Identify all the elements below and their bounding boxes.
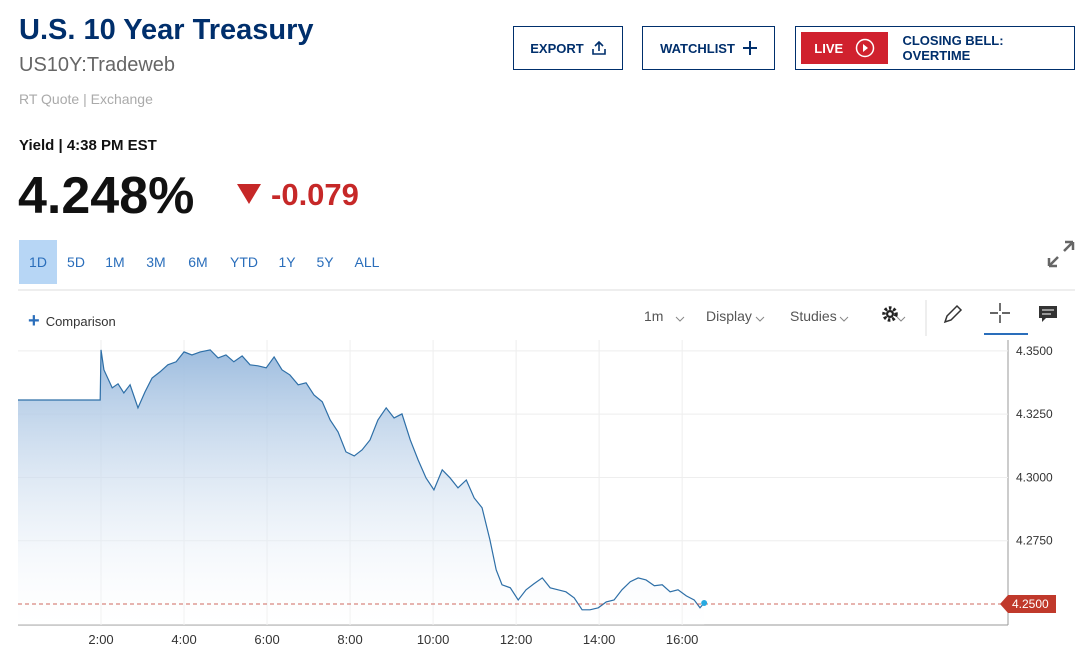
y-tick-label: 4.3500 [1016, 344, 1053, 358]
plus: + [28, 310, 40, 332]
range-tab[interactable]: 6M [188, 254, 208, 270]
title: U.S. 10 Year Treasury [19, 14, 314, 46]
down-arrow [237, 184, 261, 204]
quote-label: Yield | 4:38 PM EST [19, 137, 157, 154]
x-tick-label: 14:00 [583, 632, 616, 647]
last-point [701, 599, 708, 606]
settings-icon[interactable] [880, 304, 900, 324]
x-tick-label: 4:00 [171, 632, 196, 647]
range-tab[interactable]: 5Y [316, 254, 334, 270]
chevrons [675, 316, 906, 322]
label: WATCHLIST [660, 40, 735, 56]
line [18, 349, 705, 611]
range-tab[interactable]: ALL [354, 254, 380, 270]
label: Comparison [45, 314, 116, 329]
range-tab[interactable]: 1M [105, 254, 125, 270]
label: Display [706, 308, 752, 324]
label: 1m [644, 308, 664, 324]
studies-menu[interactable]: Studies [790, 308, 837, 324]
change: -0.079 [271, 177, 359, 212]
area [18, 349, 705, 625]
x-tick-label: 10:00 [417, 632, 450, 647]
icon [591, 41, 606, 55]
source: RT Quote | Exchange [19, 91, 153, 107]
label: EXPORT [530, 40, 584, 56]
icon [855, 38, 875, 58]
draw-icon[interactable] [942, 303, 964, 325]
price-badge [1000, 594, 1056, 613]
live-button[interactable]: LIVE CLOSING BELL: OVERTIME [795, 26, 1075, 70]
y-tick-label: 4.2750 [1016, 534, 1053, 548]
label: CLOSING BELL: OVERTIME [902, 33, 1004, 63]
range-tab[interactable]: 5D [67, 254, 85, 270]
price: 4.248% [18, 167, 195, 225]
x-tick-label: 12:00 [500, 632, 533, 647]
range-tab[interactable]: 1D [19, 240, 57, 284]
range-tab[interactable]: 1Y [278, 254, 296, 270]
x-tick-label: 2:00 [88, 632, 113, 647]
watchlist-button[interactable]: WATCHLIST [642, 26, 775, 70]
symbol: US10Y:Tradeweb [19, 54, 176, 76]
label: LIVE [814, 40, 844, 56]
y-tick-label: 4.3000 [1016, 470, 1053, 484]
range-tab[interactable]: 3M [146, 254, 166, 270]
crosshair-icon[interactable] [990, 303, 1010, 323]
range-tab[interactable]: YTD [230, 254, 258, 270]
label: Studies [790, 308, 837, 324]
icon [742, 41, 757, 55]
live-badge: LIVE [801, 32, 889, 64]
expand-icon[interactable] [1047, 240, 1075, 268]
x-tick-label: 8:00 [337, 632, 362, 647]
export-button[interactable]: EXPORT [513, 26, 623, 70]
interval[interactable]: 1m [644, 308, 663, 324]
price-badge-label: 4.2500 [1012, 597, 1049, 611]
display-menu[interactable]: Display [706, 308, 752, 324]
x-tick-label: 6:00 [254, 632, 279, 647]
y-tick-label: 4.3250 [1016, 407, 1053, 421]
x-tick-label: 16:00 [666, 632, 699, 647]
comparison-button[interactable]: + Comparison [28, 310, 116, 333]
comment-icon[interactable] [1038, 305, 1058, 323]
